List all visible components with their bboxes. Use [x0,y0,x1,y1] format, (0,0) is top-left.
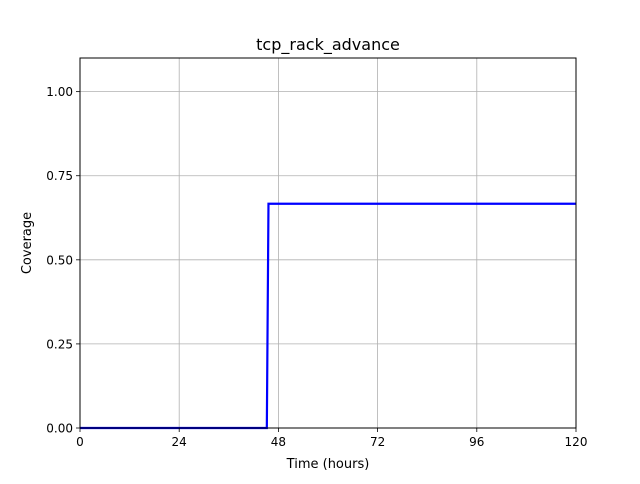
x-axis-label: Time (hours) [286,457,370,472]
plot-area [80,58,576,428]
x-tick-label: 24 [172,435,187,449]
x-tick-label: 96 [469,435,484,449]
y-tick-label: 0.00 [46,422,73,436]
chart-title: tcp_rack_advance [256,35,400,55]
grid [79,58,577,429]
y-axis-ticks: 0.00 0.25 0.50 0.75 1.00 [46,85,80,436]
plot-frame [79,57,577,429]
y-tick-label: 1.00 [46,85,73,99]
y-tick-label: 0.50 [46,253,73,267]
x-tick-label: 0 [76,435,84,449]
x-tick-label: 120 [565,435,588,449]
y-tick-label: 0.75 [46,169,73,183]
y-axis-label: Coverage [20,212,35,274]
x-tick-label: 72 [370,435,385,449]
y-tick-label: 0.25 [46,337,73,351]
x-axis-ticks: 0 24 48 72 96 120 [76,428,587,449]
x-tick-label: 48 [271,435,286,449]
